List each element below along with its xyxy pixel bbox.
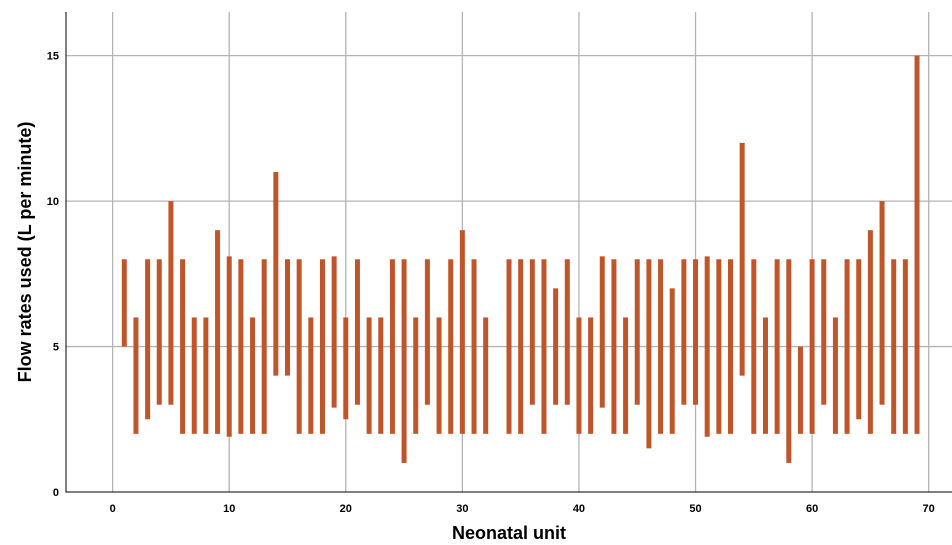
range-bar — [716, 259, 722, 434]
range-bar — [728, 259, 733, 434]
range-bar — [751, 259, 757, 434]
x-tick-label: 40 — [573, 503, 585, 515]
range-bar — [576, 317, 582, 434]
range-bar — [739, 142, 745, 376]
range-bar — [133, 317, 139, 434]
y-tick-label: 0 — [53, 487, 59, 499]
range-bars — [121, 55, 920, 463]
range-bar — [413, 317, 419, 434]
x-tick-label: 20 — [340, 503, 352, 515]
range-bar — [541, 259, 547, 434]
range-bar — [471, 259, 477, 434]
range-bar — [226, 256, 232, 437]
x-tick-label: 50 — [689, 503, 701, 515]
range-bar — [389, 259, 395, 434]
range-bar — [354, 259, 360, 405]
range-bar — [378, 317, 384, 434]
range-bar — [856, 259, 862, 420]
range-bar — [448, 259, 454, 434]
range-bar — [483, 317, 489, 434]
range-bar — [121, 259, 127, 347]
range-bar — [424, 259, 430, 405]
range-bar — [599, 256, 605, 408]
range-bar — [774, 259, 780, 434]
range-bar — [366, 317, 372, 434]
tick-labels: 0 10 20 30 40 50 60 70 0 5 10 15 — [47, 51, 935, 515]
range-bar — [809, 259, 815, 434]
axes — [65, 12, 952, 493]
range-bar — [436, 317, 442, 434]
y-tick-label: 5 — [53, 342, 59, 354]
range-bar — [296, 259, 302, 434]
y-tick-label: 15 — [47, 51, 59, 63]
range-bar — [168, 201, 174, 405]
range-bar — [319, 259, 325, 434]
x-tick-label: 60 — [806, 503, 818, 515]
x-tick-label: 10 — [223, 503, 235, 515]
range-bar — [506, 259, 512, 434]
x-tick-label: 70 — [923, 503, 935, 515]
range-bar — [191, 317, 197, 434]
range-bar — [529, 259, 535, 405]
range-bar — [646, 259, 652, 449]
range-bar — [459, 230, 465, 434]
range-bar — [331, 256, 337, 408]
range-bar — [215, 230, 221, 434]
range-bar — [343, 317, 349, 420]
range-bar — [250, 317, 256, 434]
y-tick-label: 10 — [47, 196, 59, 208]
x-axis-title: Neonatal unit — [452, 523, 566, 543]
range-bar — [553, 288, 559, 405]
range-bar — [273, 172, 279, 376]
range-bar — [261, 259, 267, 434]
range-bar — [821, 259, 827, 405]
range-bar — [867, 230, 873, 434]
range-bar — [285, 259, 290, 376]
range-bar — [401, 259, 407, 463]
x-tick-label: 0 — [110, 503, 116, 515]
range-bar — [797, 346, 803, 434]
range-bar — [588, 317, 594, 434]
range-bar — [786, 259, 792, 463]
range-bar — [564, 259, 570, 405]
range-bar — [891, 259, 897, 434]
range-bar — [623, 317, 629, 434]
range-bar — [145, 259, 151, 420]
range-bar — [203, 317, 209, 434]
range-bar — [634, 259, 640, 405]
range-bar — [238, 259, 244, 434]
range-bar — [832, 317, 838, 434]
range-bar — [180, 259, 186, 434]
range-bar — [518, 259, 524, 434]
range-bar — [879, 201, 885, 405]
range-bar — [681, 259, 687, 405]
range-bar — [658, 259, 664, 434]
range-bar — [844, 259, 850, 434]
y-axis-title: Flow rates used (L per minute) — [15, 122, 35, 383]
range-bar — [704, 256, 710, 437]
range-bar — [308, 317, 314, 434]
range-bar — [693, 259, 699, 405]
range-bar — [156, 259, 162, 405]
range-bar — [669, 288, 675, 434]
range-bar — [902, 259, 908, 434]
range-bar — [611, 259, 617, 434]
range-bar — [762, 317, 768, 434]
x-tick-label: 30 — [456, 503, 468, 515]
range-bar — [914, 55, 920, 434]
